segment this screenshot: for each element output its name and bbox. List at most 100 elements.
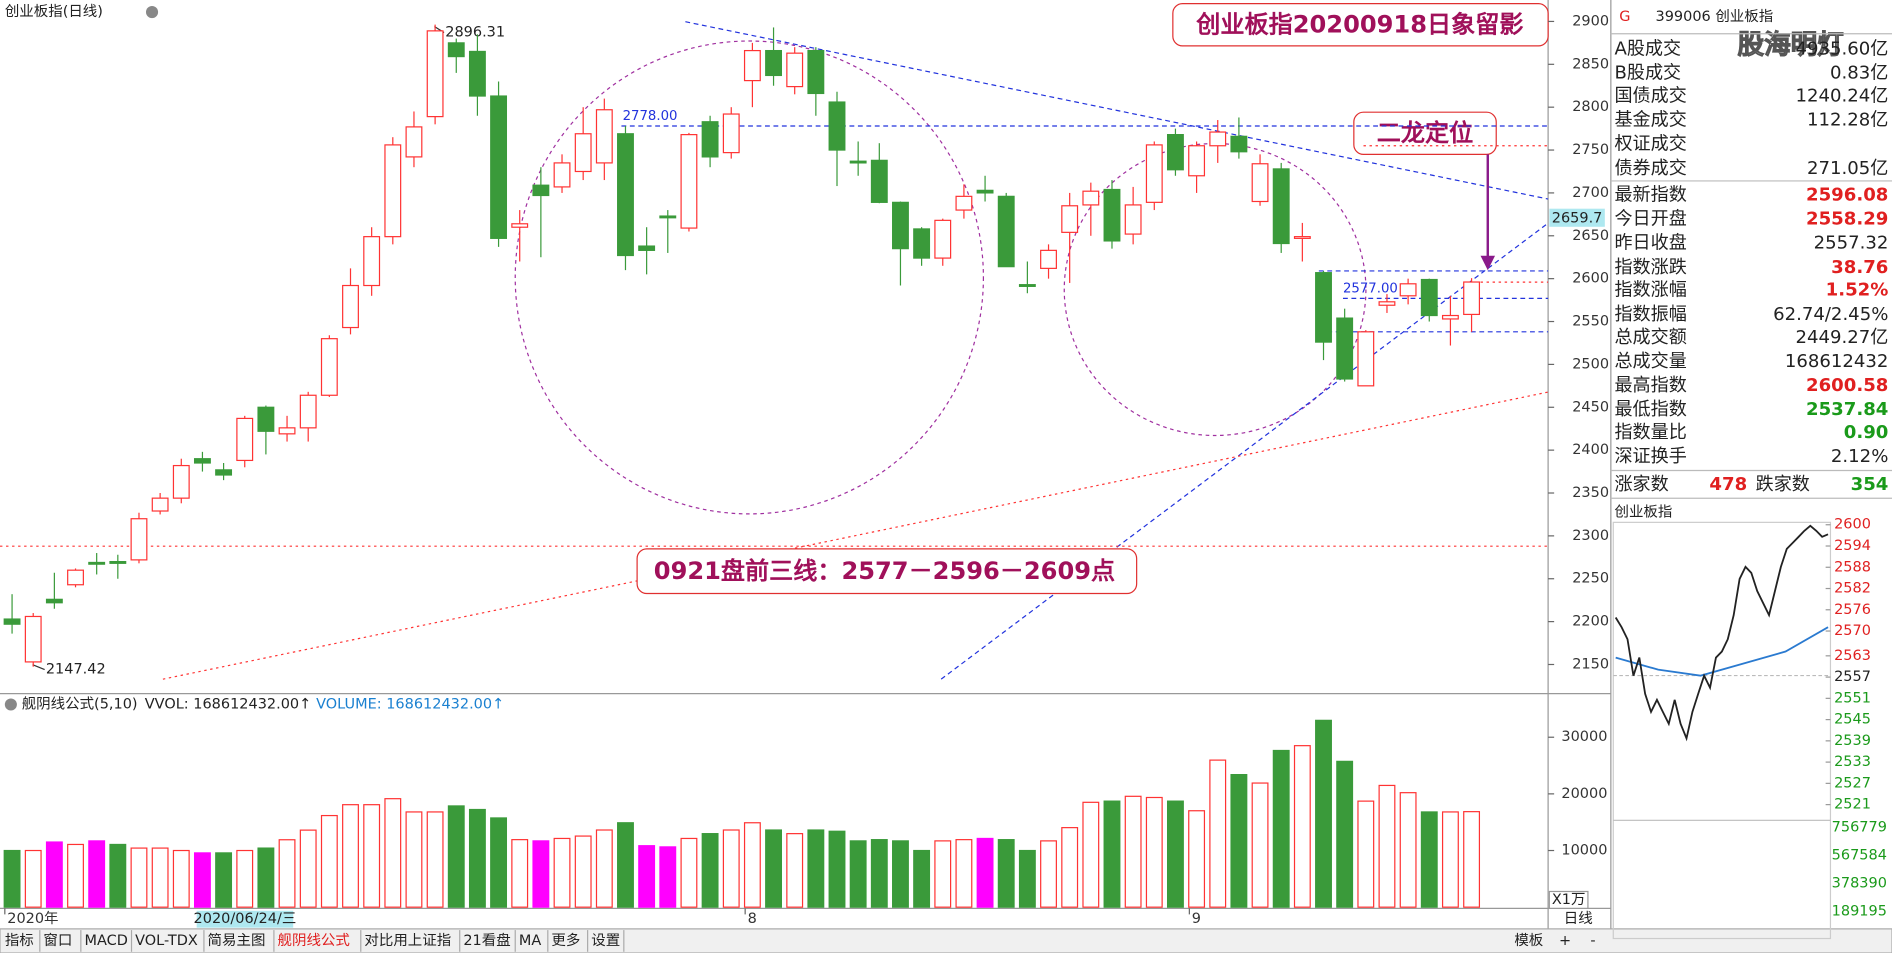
arrow-head (1480, 255, 1496, 271)
icon[interactable] (146, 6, 159, 19)
candle-body (1336, 317, 1354, 380)
tab[interactable]: MA (519, 933, 541, 949)
candle-body (955, 195, 973, 211)
candle-body (807, 49, 825, 95)
info-value: 2557.32 (1814, 233, 1889, 254)
candle-body (617, 133, 634, 257)
volume-header: 舰阴线公式(5,10) (22, 695, 138, 712)
tab[interactable]: 简易主图 (208, 932, 266, 949)
info-label: 指数涨跌 (1614, 257, 1686, 278)
volume-bar (680, 837, 698, 908)
icon[interactable] (4, 698, 17, 711)
y-tick-label: 2450 (1572, 399, 1609, 415)
candle-body (659, 215, 677, 219)
tab[interactable]: - (1590, 933, 1595, 949)
headline-box (1172, 3, 1549, 47)
candle-body (1124, 204, 1142, 235)
candle-body (1420, 278, 1438, 317)
tab[interactable]: VOL-TDX (135, 933, 198, 949)
vvol-label: VVOL: 168612432.00↑ (145, 696, 311, 712)
candle-body (320, 338, 338, 396)
tab[interactable]: MACD (84, 933, 127, 949)
info-value: 2596.08 (1806, 184, 1888, 205)
candle-body (595, 109, 613, 164)
volume-bar (828, 830, 846, 908)
y-tick-label: 2850 (1572, 56, 1609, 72)
unit: X1万 (1552, 892, 1586, 908)
y-tick-label: 2250 (1572, 571, 1609, 587)
volume-bar (447, 805, 465, 908)
volume-bar (870, 839, 888, 908)
volume-bar (892, 840, 909, 908)
info-value: 0.83亿 (1830, 63, 1888, 84)
info-label: 昨日收盘 (1614, 233, 1686, 254)
info-value: 2537.84 (1806, 399, 1888, 420)
volume-bar (257, 847, 275, 908)
y-tick-label: 189195 (1832, 904, 1887, 920)
y-tick-label: 2800 (1572, 99, 1609, 115)
candle-body (1378, 301, 1396, 306)
volume-bar (1399, 792, 1417, 908)
tab[interactable]: 指标 (5, 932, 34, 949)
info-label: 债券成交 (1614, 158, 1686, 179)
volume-bar (215, 852, 233, 908)
info-value: 2558.29 (1806, 209, 1888, 230)
volume-bar (405, 811, 423, 908)
volume-bar (532, 840, 550, 908)
volume-bar (490, 817, 508, 908)
y-tick-label: 2600 (1572, 271, 1609, 287)
candle-body (1061, 205, 1079, 233)
y-tick-label: 2588 (1834, 559, 1871, 575)
price-line (1614, 524, 1829, 742)
tab[interactable]: 窗口 (43, 931, 72, 949)
tab[interactable]: 舰阴线公式 (278, 932, 350, 949)
y-tick-label: 2200 (1572, 614, 1609, 630)
candle-body (1103, 188, 1121, 242)
volume-bar (1082, 801, 1100, 908)
candle-body (490, 95, 508, 239)
volume-bar (1040, 840, 1057, 908)
y-tick-label: 10000 (1561, 843, 1607, 859)
info-label: 最低指数 (1614, 399, 1686, 420)
info-value: 38.76 (1831, 257, 1888, 278)
chart-title: 创业板指(日线) (5, 2, 103, 20)
candle-body (1441, 314, 1459, 320)
candle-body (701, 121, 719, 158)
y-tick-label: 2550 (1572, 314, 1609, 330)
circle (514, 40, 985, 515)
tab[interactable]: 模板 (1514, 931, 1543, 949)
volume-bar (617, 822, 634, 908)
volume-bar (426, 811, 444, 908)
info-value: 4935.60亿 (1796, 38, 1889, 59)
tab[interactable]: + (1559, 933, 1571, 949)
info-label: 指数量比 (1614, 422, 1686, 443)
y-tick-label: 378390 (1832, 876, 1887, 892)
info-label: 指数振幅 (1614, 304, 1686, 325)
y-tick-label: 2551 (1834, 690, 1871, 706)
cursor-label: 2020/06/24/三 (194, 911, 297, 927)
y-tick-label: 2300 (1572, 528, 1609, 544)
average-line (1615, 626, 1829, 677)
volume-bar (1124, 795, 1142, 908)
unit-box (1548, 890, 1589, 909)
note-box (636, 548, 1138, 595)
candle-body (1399, 283, 1417, 297)
tab[interactable]: 设置 (591, 932, 620, 949)
tab[interactable]: 对比用上证指 (364, 932, 451, 949)
candle-body (997, 195, 1015, 268)
candle-body (1293, 236, 1311, 239)
breadth-value: 478 (1709, 474, 1747, 495)
tab-bar (0, 928, 1892, 953)
volume-bar (595, 829, 613, 908)
volume-bar (45, 841, 63, 908)
y-tick-label: 2750 (1572, 142, 1609, 158)
y-tick-label: 2527 (1834, 775, 1871, 791)
tab[interactable]: 更多 (551, 932, 580, 949)
note: 0921盘前三线：2577－2596－2609点 (654, 557, 1115, 585)
candle-body (67, 569, 84, 586)
tab[interactable]: 21看盘 (463, 931, 510, 949)
info-value: 271.05亿 (1807, 158, 1888, 179)
trend-line (162, 391, 1549, 680)
